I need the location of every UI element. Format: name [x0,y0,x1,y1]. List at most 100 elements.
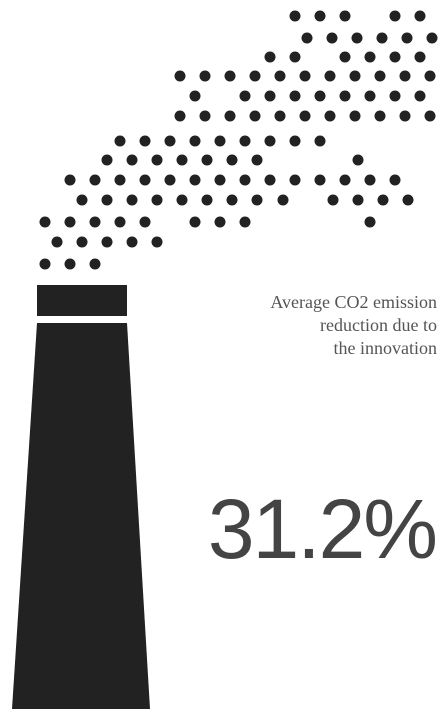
smoke-dot [189,90,201,102]
smoke-dot [164,135,176,147]
smoke-dot [364,90,376,102]
stat-value: 31.2% [208,482,436,576]
smoke-dot [399,70,411,82]
smoke-dot [374,110,386,122]
smoke-dot [126,194,138,206]
smoke-dot [389,51,401,63]
smoke-dot [251,194,263,206]
smoke-dot [101,236,113,248]
smoke-dot [414,51,426,63]
smoke-dot [214,174,226,186]
smoke-dot [264,51,276,63]
chimney-cap [37,285,127,316]
smoke-dot [326,32,338,44]
smoke-dot [364,174,376,186]
smoke-dot [314,90,326,102]
smoke-dot [289,174,301,186]
smoke-dot [101,194,113,206]
smoke-dot [201,194,213,206]
smoke-dot [226,154,238,166]
smoke-dot [389,10,401,22]
smoke-dot [349,70,361,82]
smoke-dot [114,174,126,186]
smoke-dot [364,51,376,63]
smoke-dot [301,32,313,44]
smoke-dot [174,110,186,122]
smoke-dot [189,174,201,186]
smoke-dot [314,174,326,186]
smoke-dot [114,216,126,228]
smoke-dot [327,194,339,206]
smoke-dot [377,194,389,206]
smoke-dot [199,70,211,82]
smoke-dot [76,236,88,248]
smoke-dot [101,154,113,166]
smoke-dot [324,70,336,82]
smoke-dot [164,174,176,186]
smoke-dot [402,194,414,206]
smoke-dot [264,90,276,102]
smoke-dot [139,135,151,147]
smoke-dot [89,258,101,270]
smoke-dot [226,194,238,206]
smoke-dot [51,236,63,248]
smoke-dot [424,110,436,122]
smoke-dot [339,174,351,186]
smoke-dot [339,10,351,22]
smoke-dot [114,135,126,147]
chimney-body [12,323,150,709]
smoke-dot [201,154,213,166]
smoke-dot [151,154,163,166]
smoke-dots [39,10,438,270]
smoke-dot [76,194,88,206]
smoke-dot [214,135,226,147]
smoke-dot [264,135,276,147]
smoke-dot [151,236,163,248]
smoke-dot [299,70,311,82]
smoke-dot [199,110,211,122]
smoke-dot [414,90,426,102]
smoke-dot [224,70,236,82]
smoke-dot [239,174,251,186]
smoke-dot [214,216,226,228]
smoke-dot [289,135,301,147]
smoke-dot [274,70,286,82]
smoke-dot [126,154,138,166]
smoke-dot [139,174,151,186]
smoke-dot [239,90,251,102]
smoke-dot [352,194,364,206]
caption-line: reduction due to [320,315,437,335]
smoke-dot [39,216,51,228]
smoke-dot [299,110,311,122]
smoke-dot [401,32,413,44]
smoke-dot [289,10,301,22]
smoke-dot [414,10,426,22]
smoke-dot [351,32,363,44]
smoke-dot [264,174,276,186]
smoke-dot [324,110,336,122]
smoke-dot [389,90,401,102]
smoke-dot [289,90,301,102]
smoke-dot [64,174,76,186]
smoke-dot [189,135,201,147]
smoke-dot [239,216,251,228]
smoke-dot [352,154,364,166]
smoke-dot [174,70,186,82]
smoke-dot [314,10,326,22]
caption-line: Average CO2 emission [270,292,437,312]
smoke-dot [251,154,263,166]
smoke-dot [277,194,289,206]
smoke-dot [289,51,301,63]
smoke-dot [376,32,388,44]
smoke-dot [274,110,286,122]
smoke-dot [349,110,361,122]
smoke-dot [126,236,138,248]
smoke-dot [139,216,151,228]
smoke-dot [151,194,163,206]
smoke-dot [339,90,351,102]
smoke-dot [89,174,101,186]
smoke-dot [399,110,411,122]
smoke-dot [189,216,201,228]
smoke-dot [426,32,438,44]
